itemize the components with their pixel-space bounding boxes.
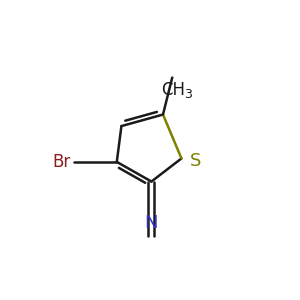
Text: S: S [190, 152, 202, 170]
Text: CH: CH [161, 81, 185, 99]
Text: Br: Br [52, 153, 70, 171]
Text: 3: 3 [184, 88, 192, 101]
Text: N: N [145, 214, 158, 232]
